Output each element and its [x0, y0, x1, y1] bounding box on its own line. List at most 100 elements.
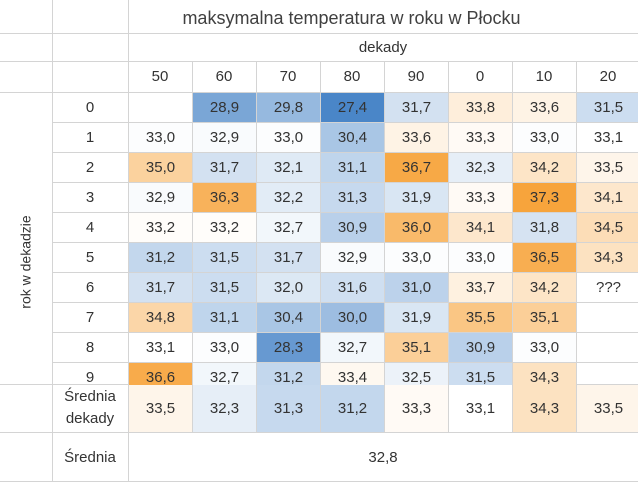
temperature-cell: 31,0 — [385, 273, 448, 302]
overall-average-value: 32,8 — [368, 448, 398, 466]
temperature-cell: 34,8 — [129, 303, 192, 332]
decade-average-cell: 33,3 — [385, 385, 448, 432]
grid-line — [512, 61, 513, 432]
temperature-cell: 33,8 — [449, 93, 512, 122]
temperature-cell: 33,0 — [513, 333, 576, 362]
temperature-cell: 31,9 — [385, 303, 448, 332]
temperature-cell: ??? — [595, 279, 622, 296]
grid-line — [384, 61, 385, 432]
temperature-cell: 32,3 — [449, 153, 512, 182]
grid-line — [0, 33, 638, 34]
temperature-cell: 33,7 — [449, 273, 512, 302]
temperature-cell: 30,9 — [321, 213, 384, 242]
temperature-cell: 36,7 — [385, 153, 448, 182]
temperature-cell: 36,5 — [513, 243, 576, 272]
temperature-cell: 32,7 — [257, 213, 320, 242]
decade-header: 90 — [407, 68, 425, 85]
temperature-cell: 33,1 — [577, 123, 638, 152]
temperature-cell: 31,3 — [321, 183, 384, 212]
year-label: 1 — [85, 128, 95, 146]
temperature-cell: 31,5 — [577, 93, 638, 122]
temperature-cell: 31,7 — [385, 93, 448, 122]
temperature-cell: 33,2 — [129, 213, 192, 242]
temperature-cell: 33,0 — [385, 243, 448, 272]
decade-average-cell: 31,3 — [257, 385, 320, 432]
grid-line — [0, 432, 638, 433]
temperature-cell: 33,0 — [129, 123, 192, 152]
temperature-cell: 33,0 — [257, 123, 320, 152]
year-label: 7 — [85, 308, 95, 326]
temperature-cell: 32,0 — [257, 273, 320, 302]
temperature-cell: 29,8 — [257, 93, 320, 122]
temperature-cell: 31,7 — [257, 243, 320, 272]
grid-line — [52, 302, 638, 303]
decade-average-label-line: Średnia — [64, 388, 116, 405]
grid-line — [52, 332, 638, 333]
temperature-cell: 30,9 — [449, 333, 512, 362]
temperature-cell: 33,0 — [193, 333, 256, 362]
temperature-cell: 30,0 — [321, 303, 384, 332]
year-label: 3 — [85, 188, 95, 206]
temperature-cell: 33,0 — [449, 243, 512, 272]
grid-line — [0, 61, 638, 62]
temperature-cell: 28,3 — [257, 333, 320, 362]
temperature-cell: 31,1 — [321, 153, 384, 182]
temperature-cell: 32,9 — [321, 243, 384, 272]
temperature-cell — [129, 93, 192, 122]
year-label: 9 — [85, 368, 95, 386]
grid-line — [52, 212, 638, 213]
temperature-cell: 35,1 — [513, 303, 576, 332]
year-label: 4 — [85, 218, 95, 236]
decade-header: 10 — [535, 68, 553, 85]
temperature-cell: 35,5 — [449, 303, 512, 332]
year-label: 5 — [85, 248, 95, 266]
grid-line — [52, 242, 638, 243]
decade-header: 50 — [151, 68, 169, 85]
temperature-cell: 37,3 — [513, 183, 576, 212]
table-title: maksymalna temperatura w roku w Płocku — [182, 7, 521, 28]
temperature-cell: 32,9 — [129, 183, 192, 212]
decade-header: 80 — [343, 68, 361, 85]
temperature-cell: 27,4 — [321, 93, 384, 122]
temperature-cell: 34,2 — [513, 153, 576, 182]
grid-line — [320, 61, 321, 432]
year-label: 6 — [85, 278, 95, 296]
year-label: 2 — [85, 158, 95, 176]
decade-average-cell: 31,2 — [321, 385, 384, 432]
grid-line — [0, 92, 638, 93]
temperature-cell: 31,6 — [321, 273, 384, 302]
temperature-cell: 32,2 — [257, 183, 320, 212]
temperature-cell: 31,2 — [129, 243, 192, 272]
temperature-cell: 32,1 — [257, 153, 320, 182]
temperature-cell: 31,7 — [193, 153, 256, 182]
temperature-cell: 31,5 — [193, 273, 256, 302]
temperature-cell: 36,3 — [193, 183, 256, 212]
grid-line — [128, 0, 129, 482]
decade-header: 0 — [475, 68, 485, 85]
temperature-cell: 30,4 — [321, 123, 384, 152]
decade-header: 60 — [215, 68, 233, 85]
decade-average-cell: 32,3 — [193, 385, 256, 432]
temperature-cell: 36,0 — [385, 213, 448, 242]
temperature-cell: 35,1 — [385, 333, 448, 362]
temperature-cell: 31,1 — [193, 303, 256, 332]
decade-header: 20 — [599, 68, 617, 85]
temperature-cell: 30,4 — [257, 303, 320, 332]
grid-line — [576, 61, 577, 432]
temperature-cell: 32,9 — [193, 123, 256, 152]
grid-line — [256, 61, 257, 432]
temperature-cell: 34,1 — [449, 213, 512, 242]
decade-average-label: Średnia dekady — [52, 384, 128, 432]
temperature-cell: 34,3 — [577, 243, 638, 272]
decade-average-cell: 34,3 — [513, 385, 576, 432]
grid-line — [448, 61, 449, 432]
temperature-cell: 31,7 — [129, 273, 192, 302]
grid-line — [52, 272, 638, 273]
temperature-cell: 35,0 — [129, 153, 192, 182]
temperature-cell: 33,2 — [193, 213, 256, 242]
temperature-cell — [577, 303, 638, 332]
overall-average-label: Średnia — [64, 448, 116, 466]
temperature-cell: 28,9 — [193, 93, 256, 122]
year-label: 0 — [85, 98, 95, 116]
